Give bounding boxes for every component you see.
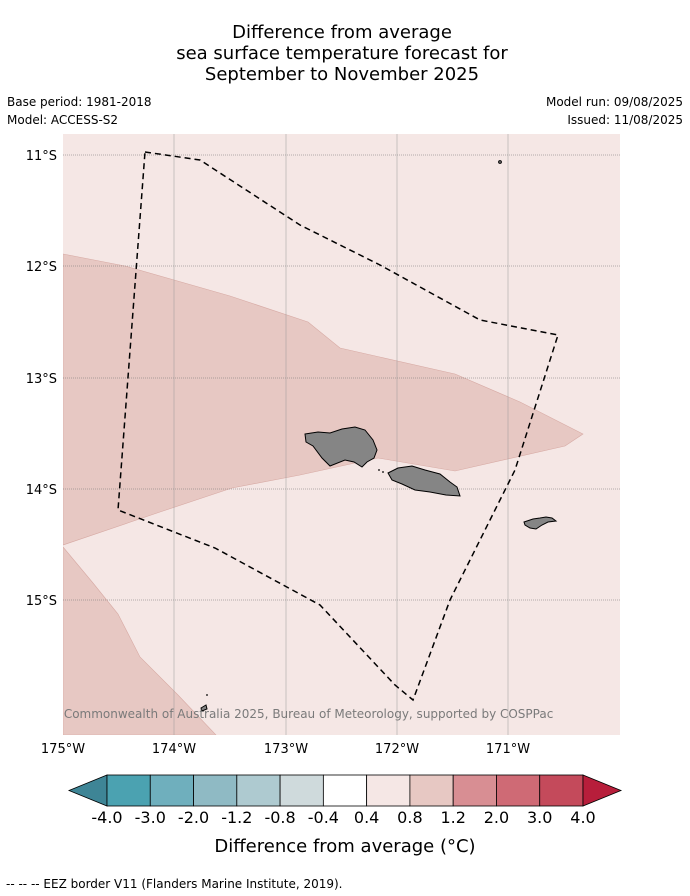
colorbar-bin xyxy=(539,774,584,807)
base-period: Base period: 1981-2018 xyxy=(7,95,152,109)
anomaly-region-warm-southwest xyxy=(63,546,217,735)
colorbar-tick-label: 0.4 xyxy=(354,808,379,827)
latitude-labels: 11°S 12°S 13°S 14°S 15°S xyxy=(26,149,57,609)
colorbar-title: Difference from average (°C) xyxy=(214,836,475,857)
title-line-1: Difference from average xyxy=(232,22,452,43)
anomaly-region-warm-band xyxy=(63,253,584,546)
lat-label: 13°S xyxy=(26,372,57,387)
colorbar-tick-label: 3.0 xyxy=(527,808,552,827)
colorbar-bin xyxy=(279,774,324,807)
colorbar-extend-high xyxy=(582,774,623,807)
land xyxy=(200,160,558,712)
colorbar-tick-label: -3.0 xyxy=(135,808,166,827)
chart-title: Difference from average sea surface temp… xyxy=(0,22,684,85)
colorbar-tick-label: -0.8 xyxy=(264,808,295,827)
issued-date: Issued: 11/08/2025 xyxy=(567,113,683,127)
lon-label: 174°W xyxy=(152,742,196,757)
lat-label: 14°S xyxy=(26,483,57,498)
island-tutuila xyxy=(523,516,558,530)
colorbar-bin xyxy=(366,774,411,807)
longitude-labels: 175°W 174°W 173°W 172°W 171°W xyxy=(41,742,530,757)
colorbar-bin xyxy=(409,774,454,807)
colorbar-bin xyxy=(193,774,238,807)
islet-north xyxy=(498,160,502,164)
lon-label: 171°W xyxy=(486,742,530,757)
colorbar-bin xyxy=(452,774,497,807)
islet-apolima xyxy=(378,469,380,471)
title-line-3: September to November 2025 xyxy=(204,64,480,85)
islet-manono xyxy=(382,471,384,473)
model-name: Model: ACCESS-S2 xyxy=(7,113,119,127)
title-line-2: sea surface temperature forecast for xyxy=(176,43,508,64)
colorbar-extend-low xyxy=(67,774,108,807)
model-run: Model run: 09/08/2025 xyxy=(545,95,683,109)
colorbar-tick-label: 4.0 xyxy=(570,808,595,827)
eez-border xyxy=(117,151,559,702)
lon-label: 172°W xyxy=(375,742,419,757)
lat-label: 11°S xyxy=(26,149,57,164)
lat-label: 12°S xyxy=(26,260,57,275)
lon-label: 175°W xyxy=(41,742,85,757)
colorbar-tick-label: -0.4 xyxy=(308,808,339,827)
lat-label: 15°S xyxy=(26,594,57,609)
copyright-note: © Commonwealth of Australia 2025, Bureau… xyxy=(48,707,553,721)
colorbar-tick-label: 1.2 xyxy=(440,808,465,827)
islet-southwest xyxy=(206,694,208,696)
island-savaii xyxy=(304,426,378,468)
colorbar-tick-label: 2.0 xyxy=(484,808,509,827)
colorbar-tick-labels: -4.0 -3.0 -2.0 -1.2 -0.8 -0.4 0.4 0.8 1.2 2.0 3.0 4… xyxy=(91,808,595,827)
colorbar-tick-label: -4.0 xyxy=(91,808,122,827)
colorbar-bin xyxy=(322,774,368,807)
colorbar-bin xyxy=(106,774,151,807)
island-upolu xyxy=(387,465,461,497)
gridlines xyxy=(63,134,620,735)
colorbar-bin xyxy=(236,774,281,807)
colorbar-bin xyxy=(149,774,194,807)
colorbar-bin xyxy=(496,774,541,807)
colorbar xyxy=(67,774,623,807)
lon-label: 173°W xyxy=(264,742,308,757)
eez-legend: -- -- -- EEZ border V11 (Flanders Marine… xyxy=(6,877,343,891)
colorbar-tick-label: -2.0 xyxy=(178,808,209,827)
islet-south xyxy=(200,704,208,712)
colorbar-tick-label: 0.8 xyxy=(397,808,422,827)
colorbar-tick-label: -1.2 xyxy=(221,808,252,827)
map-area: © Commonwealth of Australia 2025, Bureau… xyxy=(48,134,620,735)
